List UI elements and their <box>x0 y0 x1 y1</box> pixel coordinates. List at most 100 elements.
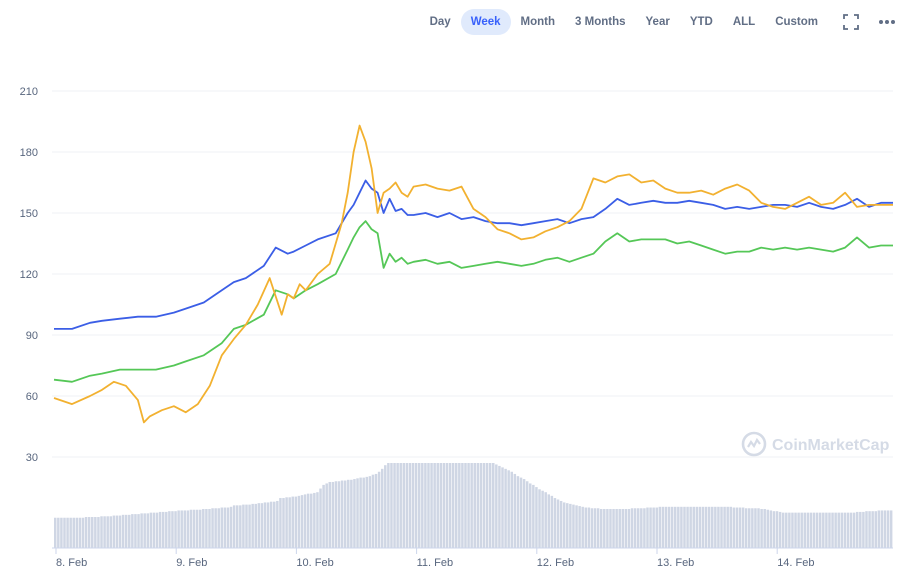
volume-bar <box>630 508 634 548</box>
volume-bar <box>741 507 745 548</box>
series-lines <box>53 124 893 424</box>
range-button-ytd[interactable]: YTD <box>689 16 713 28</box>
volume-bar <box>788 512 791 548</box>
volume-bar <box>131 514 134 548</box>
volume-bar <box>365 476 369 548</box>
y-tick-label: 90 <box>26 330 38 342</box>
volume-bar <box>405 463 409 548</box>
volume-bar <box>538 489 541 548</box>
volume-bar <box>174 511 177 548</box>
volume-bar <box>458 463 461 548</box>
volume-bar <box>442 463 446 548</box>
volume-bar <box>609 508 612 548</box>
volume-bar <box>834 512 837 548</box>
volume-bar <box>868 511 871 548</box>
y-tick-label: 60 <box>26 391 38 403</box>
volume-bar <box>525 481 529 548</box>
volume-bar <box>433 463 436 548</box>
x-tick-label: 12. Feb <box>537 557 574 569</box>
volume-bar <box>686 506 689 548</box>
volume-bar <box>855 511 859 548</box>
range-button-day[interactable]: Day <box>429 16 451 28</box>
volume-bar <box>78 517 82 548</box>
volume-bar <box>748 508 751 548</box>
volume-bar <box>380 468 384 548</box>
series-line-0 <box>54 179 893 330</box>
x-tick-label: 13. Feb <box>657 557 694 569</box>
volume-bar <box>877 510 881 548</box>
volume-bar <box>849 512 853 548</box>
volume-bar <box>245 504 248 548</box>
volume-bar <box>445 463 449 548</box>
volume-bar <box>794 512 797 548</box>
volume-bar <box>393 463 396 548</box>
more-icon[interactable] <box>874 9 900 35</box>
volume-bar <box>454 463 458 548</box>
volume-bar <box>677 506 680 548</box>
range-button-3-months[interactable]: 3 Months <box>575 16 626 28</box>
volume-bar <box>112 515 116 548</box>
y-tick-label: 180 <box>20 147 38 159</box>
volume-bar <box>63 517 66 548</box>
volume-bar <box>94 517 97 548</box>
volume-bar <box>266 502 270 548</box>
range-button-week[interactable]: Week <box>460 9 511 35</box>
volume-bar <box>337 481 341 548</box>
volume-bar <box>535 487 538 548</box>
volume-bar <box>720 506 723 548</box>
volume-bar <box>417 463 421 548</box>
volume-bar <box>239 505 242 548</box>
volume-bar <box>781 512 785 548</box>
range-button-year[interactable]: Year <box>645 16 670 28</box>
volume-bar <box>547 494 551 548</box>
volume-bar <box>402 463 406 548</box>
range-button-all[interactable]: ALL <box>732 16 756 28</box>
volume-bar <box>285 497 288 548</box>
volume-bar <box>91 517 94 548</box>
volume-bar <box>556 499 560 548</box>
volume-bar <box>368 476 372 548</box>
volume-bar <box>325 483 328 548</box>
volume-bar <box>208 508 211 548</box>
volume-bar <box>168 511 171 548</box>
volume-bar <box>618 508 621 548</box>
volume-bar <box>421 463 424 548</box>
volume-bar <box>84 517 88 548</box>
volume-bar <box>670 506 674 548</box>
range-button-custom[interactable]: Custom <box>775 16 818 28</box>
y-axis: 30 60 90 120 150 180 210 <box>20 86 38 464</box>
volume-bar <box>396 463 399 548</box>
volume-bar <box>488 463 492 548</box>
volume-bar <box>587 507 591 548</box>
volume-bar <box>205 508 208 548</box>
volume-bar <box>75 517 79 548</box>
volume-bar <box>165 511 168 548</box>
volume-bar <box>155 512 159 548</box>
volume-bar <box>569 503 572 548</box>
volume-bar <box>235 505 239 548</box>
volume-bar <box>649 507 652 548</box>
volume-bar <box>143 513 146 548</box>
volume-bar <box>698 506 702 548</box>
fullscreen-icon[interactable] <box>838 9 864 35</box>
x-tick-label: 8. Feb <box>56 557 87 569</box>
volume-bar <box>177 510 180 548</box>
volume-bar <box>843 512 847 548</box>
volume-bar <box>100 516 103 548</box>
volume-bar <box>97 517 100 548</box>
volume-bar <box>128 514 131 548</box>
volume-bar <box>701 506 705 548</box>
volume-bar <box>66 517 69 548</box>
volume-bar <box>109 516 113 548</box>
volume-bar <box>310 493 313 548</box>
range-button-month[interactable]: Month <box>520 16 556 28</box>
volume-bar <box>214 508 217 548</box>
volume-bar <box>510 471 513 548</box>
volume-bar <box>226 507 230 548</box>
volume-bar <box>837 512 840 548</box>
volume-bar <box>596 508 600 548</box>
volume-bar <box>220 507 224 548</box>
volume-bar <box>862 511 865 548</box>
volume-bar <box>202 508 205 548</box>
